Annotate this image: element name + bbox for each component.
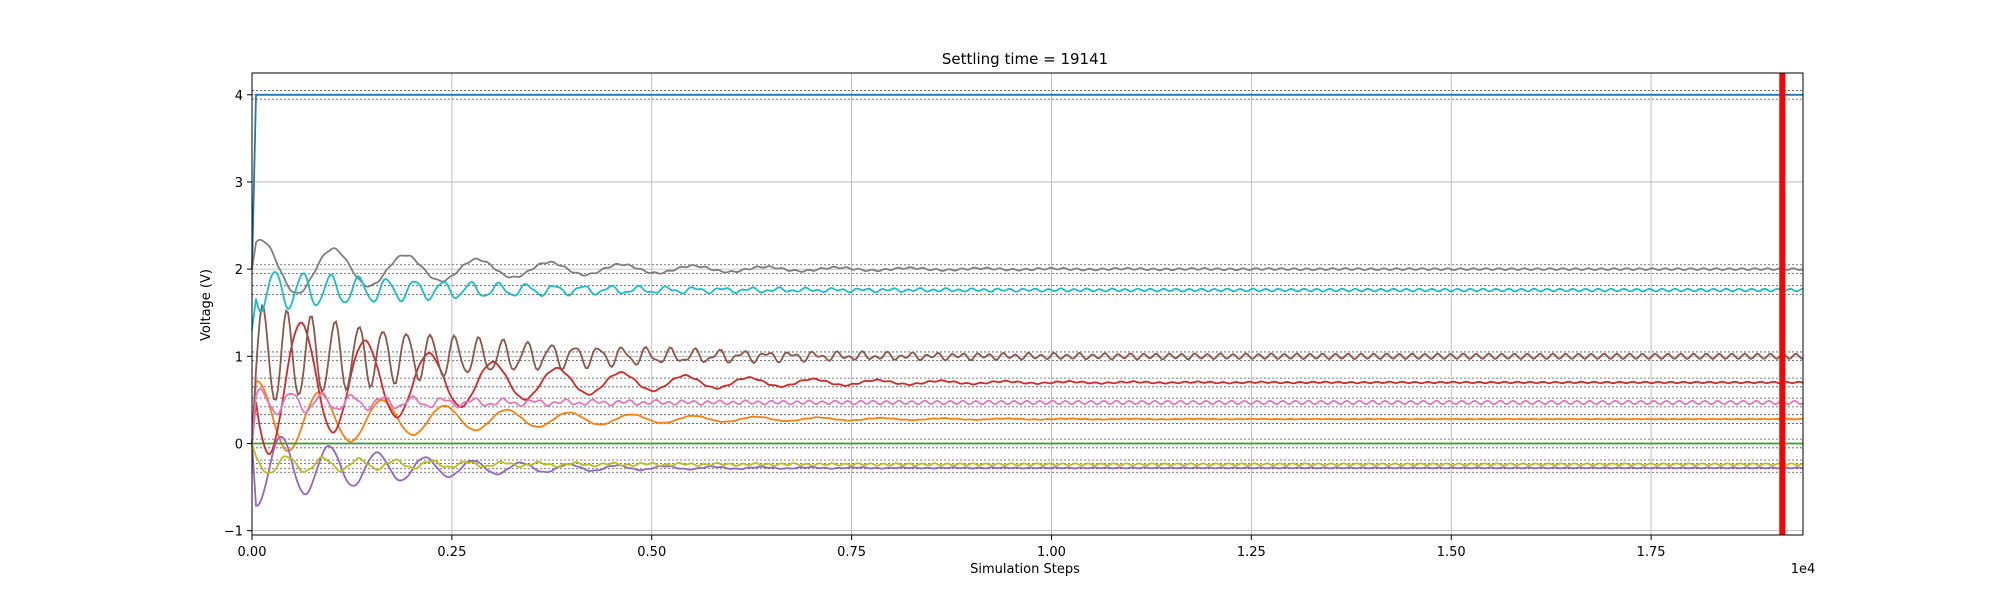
x-axis-offset-label: 1e4 (1791, 562, 1816, 577)
plot-area (251, 72, 1804, 536)
y-tick-label: −1 (224, 525, 243, 540)
tolerance-bands (252, 90, 1803, 473)
x-tick-label: 0.00 (238, 545, 267, 560)
x-tick-label: 1.50 (1437, 545, 1466, 560)
y-tick-label: 2 (235, 263, 243, 278)
x-tick-label: 1.25 (1237, 545, 1266, 560)
x-tick-label: 1.75 (1637, 545, 1666, 560)
axis-ticks: 0.00 0.25 0.50 0.75 1.00 1.25 1.50 1.75 −1 0 1 2 3 4 (224, 89, 1666, 560)
x-tick-label: 0.25 (437, 545, 466, 560)
y-tick-label: 0 (235, 437, 243, 452)
series-line (251, 271, 1804, 331)
series-line (251, 443, 1804, 474)
series-line (251, 303, 1804, 444)
y-tick-label: 3 (235, 176, 243, 191)
y-tick-label: 1 (235, 350, 243, 365)
x-tick-label: 1.00 (1037, 545, 1066, 560)
series-line (251, 238, 1804, 294)
plot-frame (251, 72, 1804, 536)
series-line (251, 93, 1803, 270)
series-line (251, 321, 1804, 455)
series-line (251, 387, 1804, 444)
y-tick-label: 4 (235, 89, 243, 104)
series-line (251, 436, 1804, 507)
y-axis-label: Voltage (V) (199, 269, 214, 341)
x-tick-label: 0.50 (637, 545, 666, 560)
series-lines (251, 93, 1804, 507)
plot-background (252, 73, 1803, 535)
x-tick-label: 0.75 (837, 545, 866, 560)
x-axis-label: Simulation Steps (970, 562, 1080, 577)
series-line (251, 380, 1804, 453)
chart-title: Settling time = 19141 (942, 50, 1108, 68)
